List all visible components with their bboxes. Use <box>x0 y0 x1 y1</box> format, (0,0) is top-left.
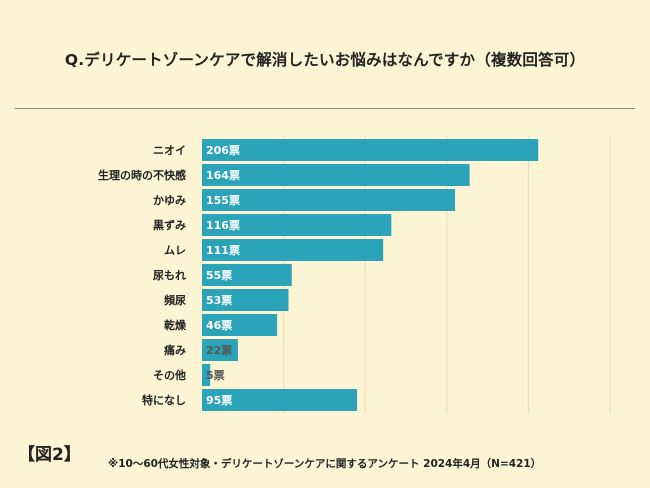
data-label: 95票 <box>206 394 232 407</box>
category-label: 痛み <box>163 343 186 357</box>
bar <box>202 139 539 161</box>
bar <box>202 314 278 336</box>
data-label: 5票 <box>206 369 225 382</box>
data-label: 55票 <box>206 269 232 282</box>
category-label: かゆみ <box>153 194 186 207</box>
bar <box>202 214 392 236</box>
category-label: ムレ <box>164 244 186 257</box>
bar <box>202 339 238 361</box>
category-label: 生理の時の不快感 <box>98 168 186 182</box>
category-label: その他 <box>153 368 186 382</box>
bar <box>202 289 289 311</box>
category-label: ニオイ <box>153 144 186 157</box>
category-label: 黒ずみ <box>153 218 186 232</box>
figure-label: 【図2】 <box>18 445 81 465</box>
data-label: 111票 <box>206 244 240 257</box>
data-label: 155票 <box>206 194 240 207</box>
data-label: 22票 <box>206 344 232 357</box>
bar <box>202 239 384 261</box>
category-label: 尿もれ <box>153 269 186 282</box>
bar <box>202 264 292 286</box>
data-label: 164票 <box>206 169 240 182</box>
footnote: ※10〜60代女性対象・デリケートゾーンケアに関するアンケート 2024年4月（… <box>108 458 542 470</box>
data-label: 46票 <box>206 319 232 332</box>
bar <box>202 364 211 386</box>
bar <box>202 389 358 411</box>
chart-title: Q.デリケートゾーンケアで解消したいお悩みはなんですか（複数回答可） <box>64 51 586 69</box>
bar <box>202 189 455 211</box>
category-label: 頻尿 <box>164 293 186 307</box>
bar <box>202 164 470 186</box>
category-label: 特になし <box>142 393 186 407</box>
category-label: 乾燥 <box>164 318 187 332</box>
data-label: 116票 <box>206 219 240 232</box>
divider <box>15 108 635 109</box>
data-label: 53票 <box>206 294 232 307</box>
data-label: 206票 <box>206 144 240 157</box>
